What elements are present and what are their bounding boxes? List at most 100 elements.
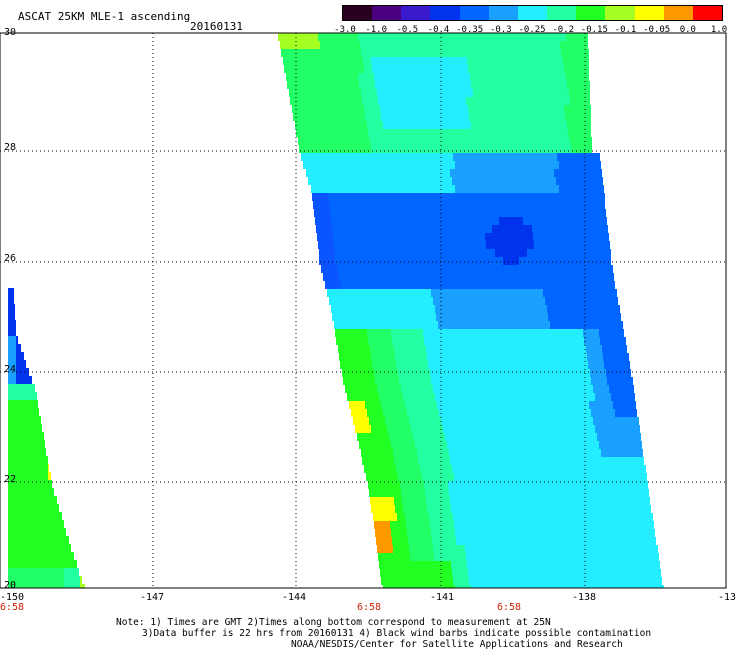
data-cell (479, 329, 487, 337)
data-cell (406, 241, 414, 249)
data-cell (386, 457, 394, 465)
data-cell (289, 89, 297, 97)
data-cell (534, 321, 542, 329)
data-cell (542, 473, 550, 481)
data-cell (333, 233, 341, 241)
data-cell (618, 553, 626, 561)
data-cell (465, 201, 473, 209)
data-cell (435, 217, 443, 225)
data-cell (496, 537, 504, 545)
data-cell (441, 201, 449, 209)
data-cell (451, 353, 459, 361)
data-cell (435, 305, 443, 313)
data-cell (439, 81, 447, 89)
data-cell (341, 233, 349, 241)
data-cell (337, 201, 345, 209)
data-cell (496, 337, 504, 345)
data-cell (503, 289, 511, 297)
data-cell (334, 321, 342, 329)
data-cell (583, 81, 590, 89)
data-cell (305, 89, 313, 97)
data-cell (339, 273, 347, 281)
data-cell (32, 544, 40, 552)
data-cell (540, 225, 548, 233)
data-cell (32, 584, 40, 588)
data-cell (387, 217, 395, 225)
data-cell (545, 545, 553, 553)
data-cell (617, 297, 618, 305)
data-cell (561, 265, 569, 273)
data-cell (543, 121, 551, 129)
data-cell (48, 560, 56, 568)
data-cell (428, 105, 436, 113)
data-cell (382, 241, 390, 249)
data-cell (326, 33, 334, 41)
data-cell (476, 65, 484, 73)
data-cell (637, 577, 645, 585)
data-cell (622, 521, 630, 529)
data-cell (386, 553, 394, 561)
data-cell (464, 337, 472, 345)
data-cell (501, 113, 509, 121)
data-cell (385, 265, 393, 273)
data-cell (541, 281, 549, 289)
data-cell (560, 193, 568, 201)
data-cell (497, 201, 505, 209)
data-cell (424, 337, 432, 345)
data-cell (551, 289, 559, 297)
data-cell (316, 105, 324, 113)
data-cell (571, 305, 579, 313)
data-cell (387, 505, 395, 513)
data-cell (32, 536, 40, 544)
data-cell (349, 233, 357, 241)
data-cell (612, 465, 620, 473)
data-cell (468, 569, 476, 577)
data-cell (421, 233, 429, 241)
data-cell (593, 297, 601, 305)
data-cell (541, 113, 549, 121)
data-cell (506, 457, 514, 465)
data-cell (610, 553, 618, 561)
data-cell (360, 337, 368, 345)
data-cell (383, 161, 391, 169)
data-cell (525, 433, 533, 441)
data-cell (545, 49, 553, 57)
data-cell (516, 225, 524, 233)
data-cell (571, 353, 579, 361)
data-cell (447, 161, 455, 169)
data-cell (525, 233, 533, 241)
data-cell (375, 289, 383, 297)
data-cell (470, 473, 478, 481)
data-cell (347, 305, 355, 313)
data-cell (493, 401, 501, 409)
data-cell (406, 33, 414, 41)
data-cell (397, 433, 405, 441)
data-cell (601, 449, 609, 457)
data-cell (533, 113, 541, 121)
data-cell (453, 577, 461, 585)
data-cell (557, 433, 565, 441)
data-cell (8, 488, 16, 496)
data-cell (318, 33, 326, 41)
data-cell (500, 569, 508, 577)
data-cell (483, 273, 491, 281)
data-cell (450, 97, 458, 105)
data-cell (450, 209, 458, 217)
data-cell (596, 177, 603, 185)
data-cell (515, 505, 523, 513)
data-cell (434, 97, 442, 105)
data-cell (544, 537, 552, 545)
data-cell (485, 281, 493, 289)
data-cell (514, 345, 522, 353)
data-cell (531, 353, 539, 361)
data-cell (560, 537, 568, 545)
data-cell (320, 193, 328, 201)
data-cell (476, 465, 484, 473)
data-cell (466, 209, 474, 217)
data-cell (547, 217, 555, 225)
data-cell (453, 233, 461, 241)
data-cell (413, 433, 421, 441)
data-cell (513, 49, 521, 57)
lat-label-28: 28 (4, 142, 17, 153)
data-cell (399, 161, 407, 169)
